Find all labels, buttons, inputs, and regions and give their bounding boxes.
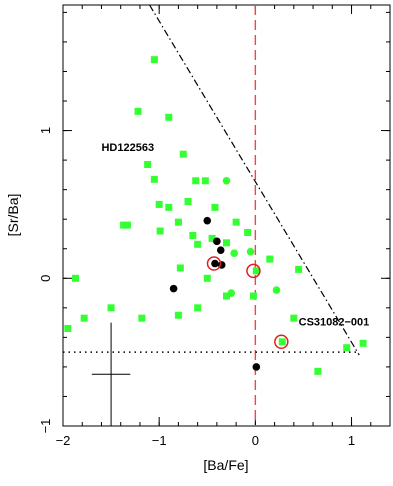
green-square-point [165,203,173,211]
dash-dot-reference-line [149,4,360,356]
green-circle-point [272,286,281,294]
green-square-point [203,274,211,282]
green-square-point [359,339,367,347]
green-square-point [252,267,260,275]
y-tick-label: 0 [38,275,53,282]
black-circle-point [216,246,225,255]
black-circle-point [213,237,221,246]
plot-frame [62,4,391,427]
green-square-point [72,274,80,282]
green-square-point [201,177,209,185]
green-circle-point [222,176,231,185]
x-tick-label: −1 [152,433,167,448]
green-square-point [290,314,298,322]
error-bar [91,322,131,426]
y-tick-label: 1 [38,127,53,134]
black-circle-point [169,284,178,293]
green-square-point [223,292,230,300]
green-square-point [174,311,182,319]
green-square-point [176,264,184,272]
black-circle-point [203,216,212,225]
reference-lines [63,4,360,426]
green-square-point [278,338,286,346]
green-square-point [150,56,158,64]
green-circle-point [227,289,236,297]
star-label: CS31082−001 [299,317,370,329]
green-square-point [194,240,202,248]
green-square-point [179,150,187,158]
green-circle-point [246,247,255,256]
red-highlight-circle [246,263,261,279]
green-square-point [120,221,128,229]
green-square-point [174,218,182,226]
black-circle-point [252,363,261,371]
green-square-point [314,367,322,375]
green-square-point [189,231,197,239]
green-square-point [165,113,173,121]
green-square-point [144,161,152,169]
green-square-point [156,227,164,235]
green-square-point [138,314,146,322]
green-square-point [223,239,230,247]
green-square-point [64,325,72,333]
green-square-point [295,265,303,273]
green-square-point [134,107,142,115]
x-tick-label: −2 [56,433,71,448]
x-tick-label: 0 [252,433,259,448]
y-tick-label: −1 [38,419,53,434]
green-square-point [192,177,200,185]
green-square-point [249,292,257,300]
red-highlight-circle [206,256,222,271]
y-axis-label: [Sr/Ba] [5,194,21,237]
green-square-point [211,203,219,211]
data-points [64,56,367,375]
green-square-point [208,234,216,242]
star-label: HD122563 [101,142,154,154]
green-square-point [244,228,252,236]
axis-ticks: −2 −1 0 1−101 [38,5,391,448]
green-circle-point [230,249,238,257]
annotations: HD122563 CS31082−001 [101,142,369,328]
green-square-point [232,218,240,226]
x-axis-label: [Ba/Fe] [203,457,248,473]
green-square-point [266,255,274,263]
green-square-point [343,344,351,352]
green-square-point [194,304,202,312]
green-square-point [107,304,115,312]
green-square-point [80,314,88,322]
green-square-point [155,200,163,208]
x-tick-label: 1 [348,433,355,448]
black-circle-point [211,259,219,268]
green-square-point [184,197,192,205]
red-highlight-circle [274,334,289,350]
green-square-point [123,221,131,229]
green-square-point [150,175,158,183]
